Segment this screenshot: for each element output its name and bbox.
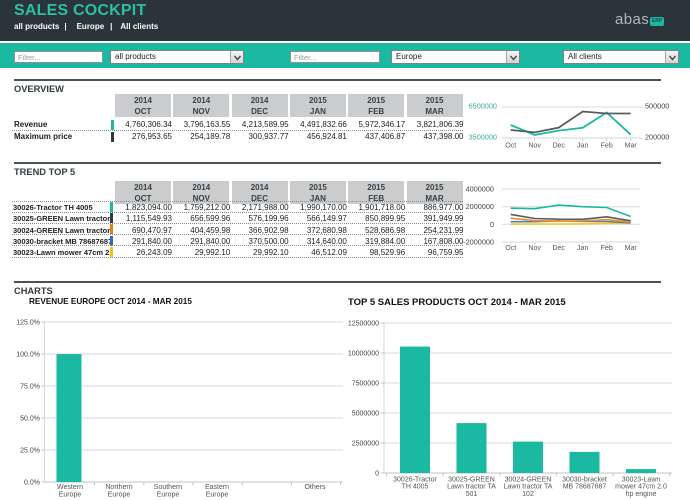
svg-text:MB 78687687: MB 78687687 <box>563 484 607 491</box>
svg-text:Others: Others <box>304 484 326 491</box>
svg-text:50.0%: 50.0% <box>20 416 40 423</box>
svg-text:30023-Lawn: 30023-Lawn <box>622 477 661 484</box>
svg-text:0: 0 <box>375 471 379 478</box>
svg-text:Oct: Oct <box>505 245 516 252</box>
svg-text:Mar: Mar <box>625 245 638 252</box>
svg-text:3500000: 3500000 <box>469 133 497 142</box>
svg-text:Oct: Oct <box>505 143 516 150</box>
svg-text:30030-bracket: 30030-bracket <box>562 477 607 484</box>
svg-text:30026-Tractor: 30026-Tractor <box>393 477 437 484</box>
svg-text:Northern: Northern <box>105 484 132 491</box>
svg-text:30025-GREEN: 30025-GREEN <box>448 477 495 484</box>
svg-text:102: 102 <box>522 491 534 498</box>
svg-text:7500000: 7500000 <box>352 381 379 388</box>
svg-text:125.0%: 125.0% <box>16 320 40 327</box>
svg-text:75.0%: 75.0% <box>20 384 40 391</box>
svg-text:Nov: Nov <box>528 143 541 150</box>
svg-text:2000000: 2000000 <box>466 202 494 211</box>
svg-text:hp engine: hp engine <box>626 491 657 498</box>
svg-text:10000000: 10000000 <box>348 351 379 358</box>
svg-text:mower 47cm 2.0: mower 47cm 2.0 <box>615 484 667 491</box>
svg-text:12500000: 12500000 <box>348 321 379 328</box>
svg-text:Lawn tractor TA: Lawn tractor TA <box>504 484 553 491</box>
svg-text:Jan: Jan <box>577 245 588 252</box>
svg-text:Lawn tractor TA: Lawn tractor TA <box>447 484 496 491</box>
svg-text:Eastern: Eastern <box>205 484 229 491</box>
svg-text:-2000000: -2000000 <box>463 238 494 247</box>
svg-text:25.0%: 25.0% <box>20 448 40 455</box>
svg-text:2500000: 2500000 <box>352 441 379 448</box>
svg-text:Southern: Southern <box>154 484 183 491</box>
svg-text:0.0%: 0.0% <box>24 480 40 487</box>
svg-text:0: 0 <box>490 220 494 229</box>
svg-text:Dec: Dec <box>552 245 565 252</box>
svg-text:Feb: Feb <box>601 143 613 150</box>
svg-text:200000: 200000 <box>645 133 669 142</box>
svg-text:Jan: Jan <box>577 143 588 150</box>
svg-text:4000000: 4000000 <box>466 185 494 194</box>
svg-text:5000000: 5000000 <box>352 411 379 418</box>
svg-text:500000: 500000 <box>645 102 669 111</box>
svg-text:Western: Western <box>57 484 83 491</box>
svg-text:Mar: Mar <box>625 143 638 150</box>
svg-text:Europe: Europe <box>206 492 229 499</box>
svg-text:30024-GREEN: 30024-GREEN <box>505 477 552 484</box>
svg-text:501: 501 <box>466 491 478 498</box>
svg-text:Europe: Europe <box>59 492 82 499</box>
svg-text:100.0%: 100.0% <box>16 352 40 359</box>
svg-text:6500000: 6500000 <box>469 102 497 111</box>
svg-text:Nov: Nov <box>528 245 541 252</box>
svg-text:Europe: Europe <box>157 492 180 499</box>
svg-text:Europe: Europe <box>108 492 131 499</box>
svg-text:TH 4005: TH 4005 <box>402 484 429 491</box>
svg-text:Dec: Dec <box>552 143 565 150</box>
svg-text:Feb: Feb <box>601 245 613 252</box>
